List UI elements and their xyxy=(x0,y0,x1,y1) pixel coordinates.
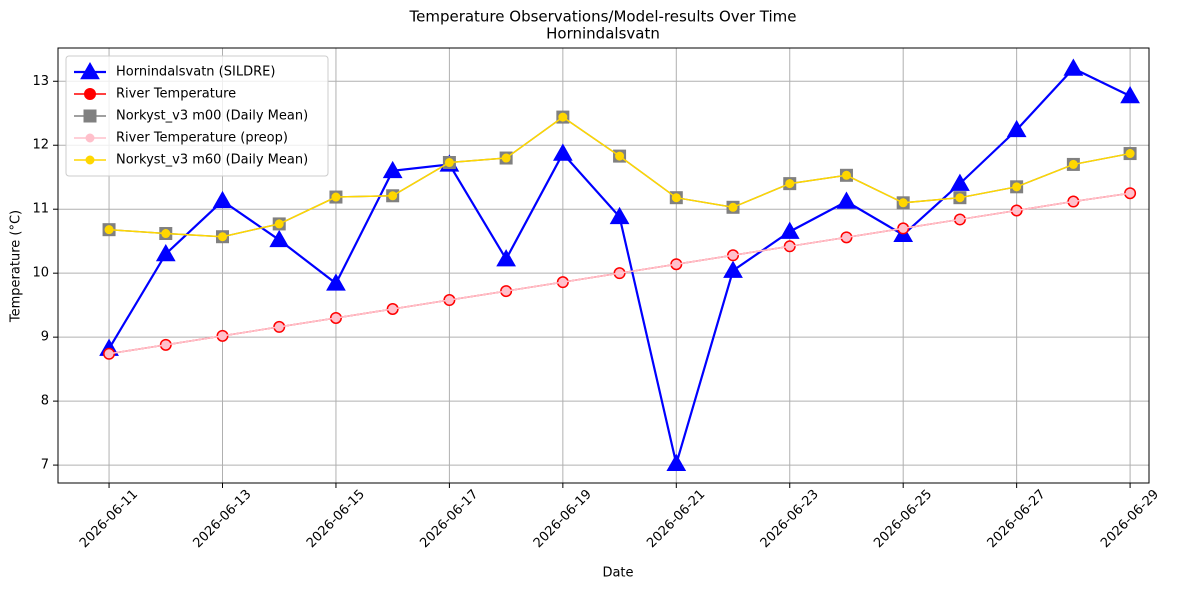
y-tick-label: 11 xyxy=(32,202,49,217)
marker xyxy=(609,206,630,225)
marker xyxy=(83,109,97,123)
marker xyxy=(1012,182,1022,192)
y-tick-label: 13 xyxy=(32,74,49,89)
marker xyxy=(331,192,341,202)
series xyxy=(99,58,1140,472)
marker xyxy=(898,198,908,208)
marker xyxy=(444,295,454,305)
marker xyxy=(501,153,511,163)
marker xyxy=(950,173,970,191)
marker xyxy=(161,340,171,350)
marker xyxy=(1006,119,1027,138)
y-axis-label: Temperature (°C) xyxy=(9,210,24,323)
legend-label: River Temperature xyxy=(116,87,236,102)
marker xyxy=(331,313,341,323)
marker xyxy=(218,232,228,242)
marker xyxy=(104,349,114,359)
marker xyxy=(80,61,100,80)
marker xyxy=(558,112,568,122)
marker xyxy=(728,250,738,260)
marker xyxy=(836,191,857,209)
series xyxy=(104,188,1135,359)
marker xyxy=(841,232,851,242)
marker xyxy=(1012,205,1022,215)
x-tick-label: 2026-06-13 xyxy=(190,487,254,551)
marker xyxy=(615,151,625,161)
legend-label: Norkyst_v3 m60 (Daily Mean) xyxy=(116,153,308,168)
y-tick-label: 7 xyxy=(41,458,49,473)
marker xyxy=(496,249,516,267)
marker xyxy=(1120,85,1140,104)
marker xyxy=(1125,188,1135,198)
legend-label: Norkyst_v3 m00 (Daily Mean) xyxy=(116,109,308,124)
marker xyxy=(671,193,681,203)
chart-title: Temperature Observations/Model-results O… xyxy=(408,8,796,26)
marker xyxy=(155,243,176,262)
y-tick-label: 10 xyxy=(32,266,49,281)
legend-box xyxy=(65,55,329,177)
x-tick-label: 2026-06-29 xyxy=(1098,487,1162,551)
chart-subtitle: Hornindalsvatn xyxy=(546,25,660,43)
x-tick-label: 2026-06-21 xyxy=(644,487,708,551)
marker xyxy=(85,155,95,165)
marker xyxy=(85,133,95,143)
marker xyxy=(666,453,687,472)
marker xyxy=(898,223,908,233)
marker xyxy=(218,331,228,341)
marker xyxy=(382,160,403,179)
marker xyxy=(444,158,454,168)
marker xyxy=(671,259,681,269)
plot-frame xyxy=(57,47,1150,484)
marker xyxy=(501,286,511,296)
marker xyxy=(1068,159,1078,169)
y-tick-label: 9 xyxy=(41,330,49,345)
y-tick-label: 8 xyxy=(41,394,49,409)
marker xyxy=(841,170,851,180)
marker xyxy=(269,229,290,248)
legend: Hornindalsvatn (SILDRE) River Temperature… xyxy=(65,55,329,177)
x-axis-label: Date xyxy=(602,566,633,581)
marker xyxy=(388,304,398,314)
y-tick-label: 12 xyxy=(32,138,49,153)
legend-label: Hornindalsvatn (SILDRE) xyxy=(116,65,275,80)
marker xyxy=(785,241,795,251)
marker xyxy=(84,88,96,100)
marker xyxy=(552,143,573,161)
marker xyxy=(728,202,738,212)
marker xyxy=(785,179,795,189)
marker xyxy=(955,193,965,203)
x-tick-label: 2026-06-25 xyxy=(871,487,935,551)
series xyxy=(104,112,1135,242)
marker xyxy=(388,191,398,201)
x-tick-label: 2026-06-19 xyxy=(531,487,595,551)
marker xyxy=(1068,197,1078,207)
marker xyxy=(1063,58,1084,76)
legend-label: River Temperature (preop) xyxy=(116,131,288,146)
marker xyxy=(1125,149,1135,159)
marker xyxy=(274,322,284,332)
marker xyxy=(615,268,625,278)
x-tick-label: 2026-06-27 xyxy=(985,487,1049,551)
marker xyxy=(104,225,114,235)
marker xyxy=(955,214,965,224)
marker xyxy=(558,277,568,287)
marker xyxy=(723,260,743,278)
x-tick-label: 2026-06-11 xyxy=(77,487,141,551)
x-tick-label: 2026-06-23 xyxy=(758,487,822,551)
marker xyxy=(274,219,284,229)
marker xyxy=(161,229,171,239)
x-tick-label: 2026-06-15 xyxy=(304,487,368,551)
marker xyxy=(326,273,346,291)
x-tick-label: 2026-06-17 xyxy=(417,487,481,551)
marker xyxy=(212,190,233,209)
marker xyxy=(779,221,800,239)
